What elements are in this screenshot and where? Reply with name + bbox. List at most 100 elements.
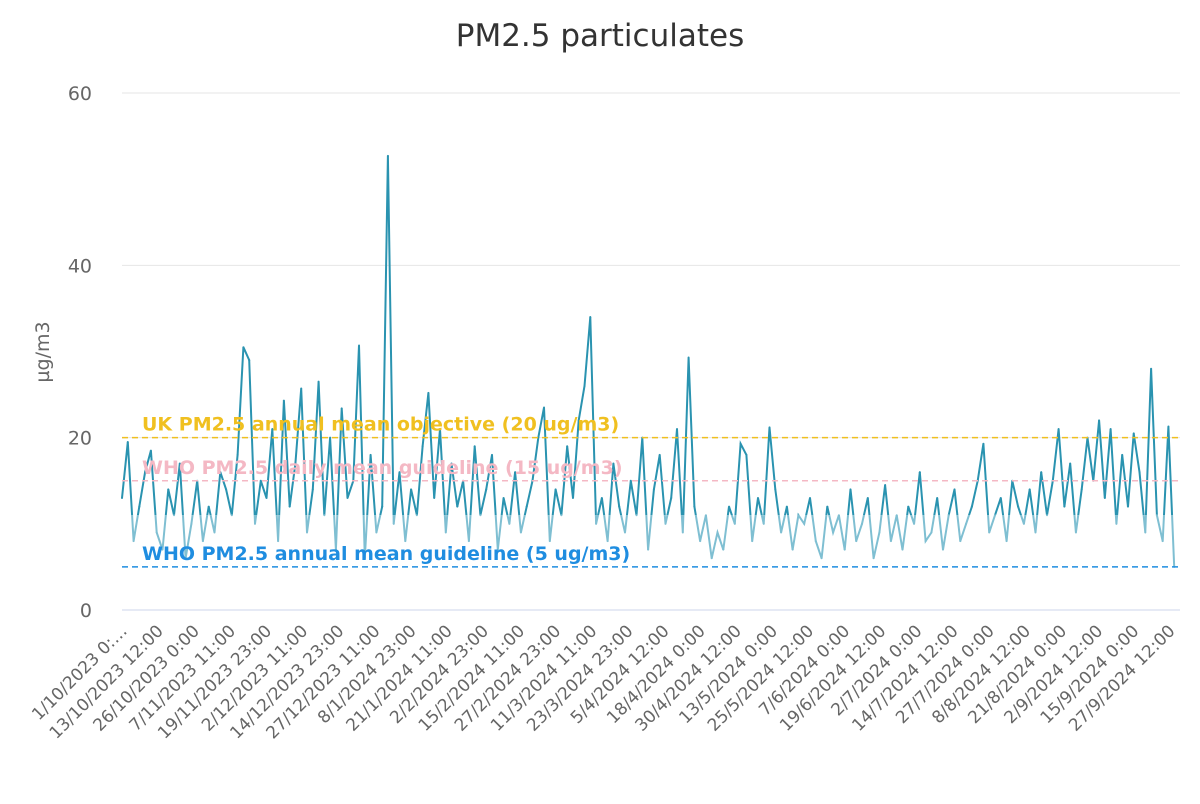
data-point [889, 540, 892, 543]
data-point [861, 522, 864, 525]
data-point [1040, 471, 1043, 474]
data-point [375, 531, 378, 534]
data-point [774, 488, 777, 491]
data-point [554, 488, 557, 491]
data-point [282, 399, 285, 402]
data-point [1074, 531, 1077, 534]
data-point [993, 514, 996, 517]
data-point [207, 505, 210, 508]
data-point [548, 540, 551, 543]
data-point [797, 514, 800, 517]
data-point [872, 557, 875, 560]
data-point [687, 356, 690, 359]
data-point [907, 505, 910, 508]
data-point [670, 496, 673, 499]
data-point [647, 548, 650, 551]
data-point [1005, 540, 1008, 543]
data-point [623, 531, 626, 534]
data-point [184, 557, 187, 560]
data-point [941, 548, 944, 551]
data-point [543, 406, 546, 409]
data-point [473, 445, 476, 448]
data-point [161, 548, 164, 551]
data-point [566, 445, 569, 448]
data-point [924, 540, 927, 543]
data-point [664, 522, 667, 525]
data-point [144, 471, 147, 474]
y-tick-label: 40 [68, 255, 92, 277]
data-point [728, 505, 731, 508]
data-point [808, 496, 811, 499]
data-point [1138, 471, 1141, 474]
data-point [1161, 540, 1164, 543]
data-point [600, 496, 603, 499]
data-point [149, 449, 152, 452]
data-point [138, 505, 141, 508]
data-point [410, 488, 413, 491]
data-point [756, 496, 759, 499]
data-point [265, 496, 268, 499]
data-point [213, 531, 216, 534]
data-point [959, 540, 962, 543]
data-point [1155, 514, 1158, 517]
data-point [427, 391, 430, 394]
data-point [849, 488, 852, 491]
data-point [121, 496, 123, 499]
data-point [722, 548, 725, 551]
data-point [456, 505, 459, 508]
data-point [791, 548, 794, 551]
data-point [560, 514, 563, 517]
data-point [1121, 453, 1124, 456]
data-point [311, 488, 314, 491]
plot-line-label: UK PM2.5 annual mean objective (20 ug/m3… [142, 414, 619, 436]
data-point [155, 531, 158, 534]
y-tick-label: 60 [68, 83, 92, 105]
y-tick-label: 20 [68, 428, 92, 450]
data-point [334, 548, 337, 551]
data-point [167, 488, 170, 491]
plot-line-label: WHO PM2.5 daily mean guideline (15 ug/m3… [142, 457, 623, 479]
data-point [843, 548, 846, 551]
data-point [381, 505, 384, 508]
data-point [629, 479, 632, 482]
data-point [1069, 462, 1072, 465]
data-point [589, 316, 592, 319]
series-line-above-threshold [121, 155, 1174, 516]
data-point [699, 540, 702, 543]
data-point [930, 531, 933, 534]
data-point [496, 548, 499, 551]
data-point [1098, 419, 1101, 422]
data-point [837, 514, 840, 517]
data-point [595, 522, 598, 525]
data-point [1150, 367, 1153, 370]
data-point [895, 514, 898, 517]
data-point [583, 384, 586, 387]
data-point [242, 346, 245, 349]
data-point [571, 496, 574, 499]
data-point [1017, 505, 1020, 508]
data-point [340, 407, 343, 410]
data-point [785, 505, 788, 508]
data-point [953, 488, 956, 491]
data-point [502, 496, 505, 499]
data-point [970, 505, 973, 508]
data-point [733, 522, 736, 525]
data-point [739, 442, 742, 445]
data-point [855, 540, 858, 543]
data-point [1046, 514, 1049, 517]
data-point [329, 436, 332, 439]
data-point [1109, 428, 1112, 431]
data-point [253, 522, 256, 525]
data-point [236, 453, 239, 456]
data-point [178, 462, 181, 465]
data-point [652, 488, 655, 491]
data-point [751, 540, 754, 543]
data-point [248, 359, 251, 362]
data-point [485, 488, 488, 491]
data-point [450, 462, 453, 465]
y-axis-label: µg/m3 [32, 321, 54, 382]
data-point [681, 531, 684, 534]
data-point [519, 531, 522, 534]
data-point [1126, 505, 1129, 508]
